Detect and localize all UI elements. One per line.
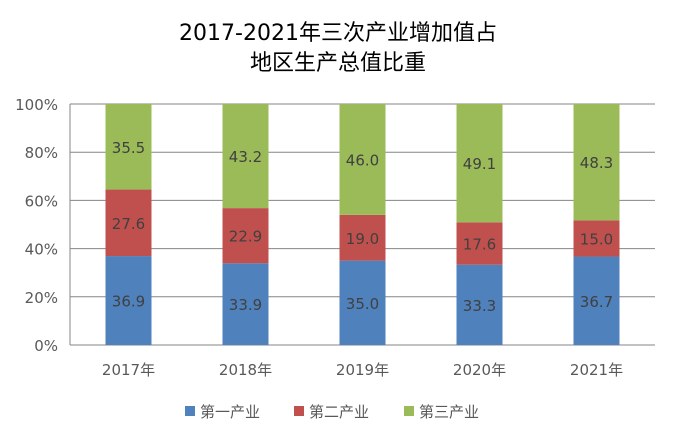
x-tick-label: 2020年 [453, 361, 506, 379]
bar-2 [456, 222, 503, 265]
data-label: 36.9 [112, 293, 145, 311]
bar-1 [339, 260, 386, 345]
data-label: 46.0 [346, 151, 379, 169]
data-label: 48.3 [580, 154, 613, 172]
legend-swatch-3 [404, 406, 414, 416]
y-axis: 0% 20% 40% 60% 80% 100% [15, 96, 71, 355]
data-label: 15.0 [580, 230, 613, 248]
y-tick-label: 0% [34, 337, 58, 355]
x-tick-label: 2018年 [219, 361, 272, 379]
bar-3 [105, 104, 152, 190]
data-label: 36.7 [580, 293, 613, 311]
chart-title-line-1: 2017-2021年三次产业增加值占 [179, 21, 497, 46]
data-label: 33.9 [229, 296, 262, 314]
bar-1 [456, 264, 503, 345]
legend-label: 第三产业 [419, 403, 479, 421]
x-axis: 2017年 2018年 2019年 2020年 2021年 [102, 361, 623, 379]
bar-2 [339, 214, 386, 261]
legend-swatch-2 [294, 406, 304, 416]
data-label: 33.3 [463, 297, 496, 315]
bar-2 [222, 208, 269, 264]
data-label: 35.0 [346, 295, 379, 313]
bar-1 [573, 256, 620, 345]
legend-label: 第二产业 [309, 403, 369, 421]
data-label: 22.9 [229, 228, 262, 246]
legend: 第一产业 第二产业 第三产业 [185, 403, 479, 421]
bar-3 [456, 104, 503, 223]
x-tick-label: 2021年 [570, 361, 623, 379]
x-tick-label: 2017年 [102, 361, 155, 379]
bar-3 [222, 104, 269, 209]
bar-3 [573, 104, 620, 221]
y-tick-label: 20% [25, 289, 58, 307]
bar-1 [105, 256, 152, 345]
data-label: 35.5 [112, 139, 145, 157]
bar-1 [222, 263, 269, 345]
x-tick-label: 2019年 [336, 361, 389, 379]
y-tick-label: 40% [25, 241, 58, 259]
bars: 36.9 27.6 35.5 33.9 22.9 43.2 35.0 19.0 46.0 33.3… [105, 104, 620, 345]
data-label: 17.6 [463, 236, 496, 254]
chart-title-line-2: 地区生产总值比重 [250, 51, 426, 76]
legend-label: 第一产业 [200, 403, 260, 421]
data-label: 27.6 [112, 215, 145, 233]
y-tick-label: 80% [25, 144, 58, 162]
data-label: 19.0 [346, 230, 379, 248]
legend-swatch-1 [185, 406, 195, 416]
bar-2 [105, 189, 152, 257]
y-tick-label: 100% [15, 96, 58, 114]
data-label: 49.1 [463, 155, 496, 173]
y-tick-label: 60% [25, 192, 58, 210]
bar-2 [573, 220, 620, 257]
bar-3 [339, 104, 386, 215]
data-label: 43.2 [229, 148, 262, 166]
